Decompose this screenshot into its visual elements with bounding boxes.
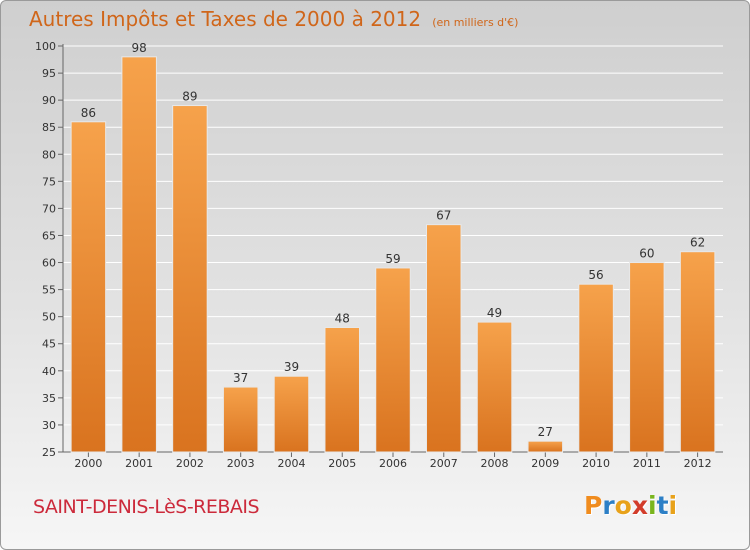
- x-tick-label: 2003: [227, 457, 255, 470]
- bars: [70, 56, 716, 453]
- x-tick-label: 2011: [633, 457, 661, 470]
- y-tick-label: 90: [42, 94, 56, 107]
- data-label: 89: [182, 90, 197, 104]
- x-tick-label: 2006: [379, 457, 407, 470]
- chart-subtitle: (en milliers d'€): [432, 16, 519, 29]
- data-label: 37: [233, 371, 248, 385]
- y-tick-label: 85: [42, 121, 56, 134]
- x-tick-label: 2009: [531, 457, 559, 470]
- y-tick-label: 50: [42, 311, 56, 324]
- data-label: 56: [588, 268, 603, 282]
- data-label: 98: [132, 41, 147, 55]
- logo-letter: i: [648, 491, 657, 520]
- bar-2004: [273, 375, 310, 453]
- x-tick-label: 2010: [582, 457, 610, 470]
- logo-letter: o: [614, 491, 632, 520]
- data-label: 48: [335, 311, 350, 325]
- x-tick-label: 2001: [125, 457, 153, 470]
- bar-2001: [121, 56, 157, 453]
- x-tick-label: 2000: [74, 457, 102, 470]
- y-tick-label: 75: [42, 175, 56, 188]
- logo-letter: x: [631, 491, 648, 520]
- data-label: 86: [81, 106, 96, 120]
- y-tick-label: 55: [42, 284, 56, 297]
- y-tick-label: 80: [42, 148, 56, 161]
- bar-2011: [629, 262, 665, 453]
- bar-2002: [172, 105, 208, 453]
- x-tick-label: 2007: [430, 457, 458, 470]
- bar-2000: [70, 121, 107, 453]
- data-labels: 86 98 89 37 39 48 59 67 49 27 56 60 62: [81, 41, 706, 439]
- proxiti-logo: Proxiti: [584, 491, 677, 520]
- data-label: 67: [436, 209, 451, 223]
- x-tick-label: 2005: [328, 457, 356, 470]
- y-tick-labels: 25 30 35 40 45 50 55 60 65 70 75 80 85 90 95 100: [35, 40, 56, 459]
- x-tick-label: 2004: [277, 457, 305, 470]
- bar-2007: [426, 224, 462, 453]
- logo-letter: t: [656, 491, 669, 520]
- y-tick-label: 25: [42, 446, 56, 459]
- x-tick-label: 2002: [176, 457, 204, 470]
- bar-2009: [527, 440, 564, 453]
- x-tick-labels: 2000 2001 2002 2003 2004 2005 2006 2007 2008 2009…: [74, 457, 711, 470]
- data-label: 49: [487, 306, 502, 320]
- title-block: Autres Impôts et Taxes de 2000 à 2012 (e…: [29, 7, 518, 31]
- data-label: 59: [385, 252, 400, 266]
- bar-2003: [222, 386, 259, 453]
- y-tick-label: 35: [42, 392, 56, 405]
- logo-letter: P: [584, 491, 603, 520]
- bar-2008: [476, 321, 513, 453]
- y-tick-label: 95: [42, 67, 56, 80]
- y-tick-label: 65: [42, 229, 56, 242]
- y-tick-label: 45: [42, 338, 56, 351]
- y-tick-label: 100: [35, 40, 56, 53]
- y-tick-label: 60: [42, 257, 56, 270]
- data-label: 39: [284, 360, 299, 374]
- x-tick-label: 2012: [684, 457, 712, 470]
- bar-2005: [324, 326, 360, 453]
- commune-name: SAINT-DENIS-LèS-REBAIS: [33, 496, 260, 518]
- bar-2010: [578, 283, 614, 453]
- chart-title: Autres Impôts et Taxes de 2000 à 2012: [29, 7, 422, 31]
- y-tick-label: 70: [42, 202, 56, 215]
- y-tick-label: 40: [42, 365, 56, 378]
- x-tick-label: 2008: [481, 457, 509, 470]
- data-label: 60: [639, 247, 654, 261]
- bar-2012: [679, 251, 716, 453]
- bar-2006: [375, 267, 411, 453]
- data-label: 27: [538, 425, 553, 439]
- data-label: 62: [690, 236, 705, 250]
- logo-letter: r: [602, 491, 615, 520]
- y-tick-label: 30: [42, 419, 56, 432]
- logo-letter: i: [668, 491, 678, 520]
